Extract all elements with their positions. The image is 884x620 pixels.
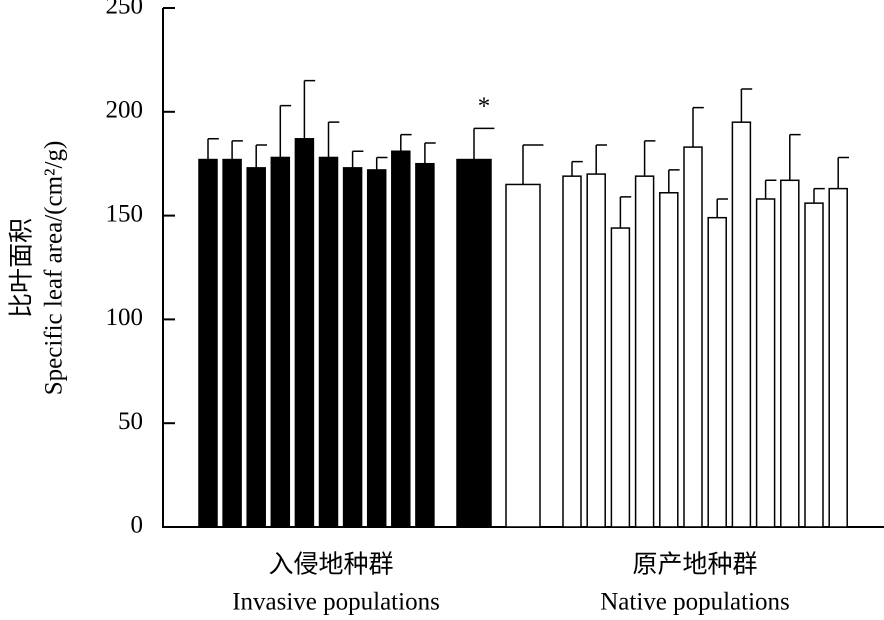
- error-bar: [279, 104, 292, 158]
- y-label-zh: 比叶面积: [8, 218, 36, 318]
- error-bar: [375, 156, 388, 170]
- y-label-en: Specific leaf area/(cm²/g): [41, 141, 68, 396]
- y-tick-label: 150: [106, 200, 144, 227]
- error-bar: [740, 88, 753, 123]
- error-bar: [643, 140, 656, 177]
- group-label: 入侵地种群: [268, 551, 393, 579]
- group-label-en: Invasive populations: [232, 589, 440, 616]
- bar: [610, 227, 631, 528]
- bar: [246, 167, 266, 528]
- bar: [505, 183, 541, 528]
- bar: [755, 198, 776, 528]
- bar: [366, 169, 387, 528]
- bar: [391, 150, 411, 528]
- group-label-en: Native populations: [600, 589, 790, 616]
- bar: [342, 167, 363, 528]
- error-bar: [400, 133, 412, 152]
- error-bar: [424, 142, 436, 164]
- bar: [294, 138, 315, 528]
- bar: [318, 156, 339, 528]
- bar: [707, 216, 727, 528]
- bar: [456, 158, 492, 528]
- error-bar: [668, 169, 680, 193]
- bar: [780, 179, 800, 528]
- bar: [828, 187, 848, 528]
- error-bar: [255, 144, 267, 168]
- y-tick-label: 200: [106, 97, 144, 124]
- bar: [415, 162, 435, 528]
- bar: [270, 156, 291, 528]
- bar: [562, 175, 582, 528]
- error-bar: [692, 106, 704, 148]
- error-bar: [764, 179, 777, 199]
- error-bar: [571, 160, 583, 177]
- bar: [804, 202, 824, 528]
- bar: [586, 173, 606, 528]
- y-tick-label: 100: [106, 304, 144, 331]
- error-bar: [813, 187, 825, 204]
- error-bar: [595, 144, 607, 175]
- group-label: 原产地种群: [632, 551, 757, 579]
- bar: [634, 175, 655, 528]
- y-axis-title: 比叶面积 Specific leaf area/(cm²/g): [8, 141, 68, 396]
- error-bar: [789, 133, 801, 181]
- error-bar: [522, 144, 544, 185]
- error-bar: [351, 150, 364, 168]
- bar: [659, 192, 679, 528]
- bar: [198, 158, 218, 528]
- error-bar: [716, 198, 728, 218]
- y-tick-label: 50: [118, 408, 143, 435]
- bar: [731, 121, 752, 528]
- bar: [222, 158, 242, 528]
- error-bar: [473, 127, 495, 160]
- annotation: *: [478, 93, 491, 120]
- y-tick-label: 0: [131, 512, 144, 539]
- bar: [683, 146, 703, 528]
- error-bar: [837, 156, 849, 189]
- error-bar: [207, 138, 219, 160]
- error-bar: [231, 140, 243, 160]
- error-bar: [303, 79, 316, 139]
- error-bar: [327, 121, 340, 158]
- error-bar: [619, 196, 632, 229]
- y-tick-label: 250: [106, 0, 144, 20]
